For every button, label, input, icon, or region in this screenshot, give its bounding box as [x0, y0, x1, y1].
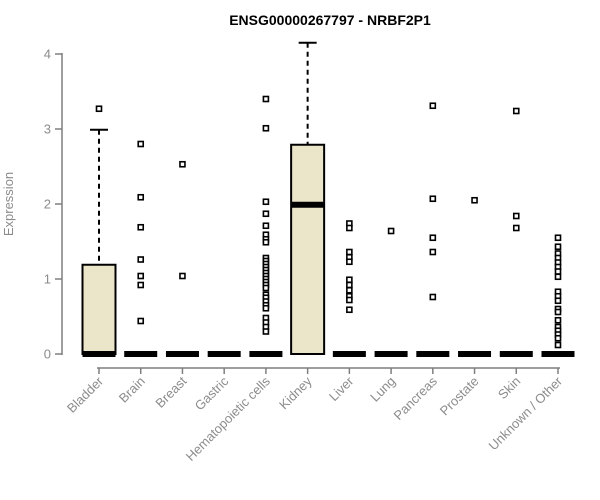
outlier-pancreas: [429, 234, 437, 242]
outlier-liver: [346, 306, 353, 314]
outlier-brain: [137, 272, 145, 280]
x-tick-label-breast: Breast: [152, 373, 189, 410]
y-tick-label: 4: [44, 47, 51, 62]
chart-title: ENSG00000267797 - NRBF2P1: [229, 12, 431, 28]
outlier-hematopoietic-cells: [262, 284, 270, 292]
outlier-brain: [137, 317, 145, 325]
outlier-pancreas: [429, 102, 437, 110]
outlier-liver: [346, 281, 353, 289]
median-unknown-other: [541, 351, 575, 357]
median-breast: [165, 351, 199, 357]
outlier-brain: [137, 193, 145, 201]
outlier-hematopoietic-cells: [262, 304, 270, 312]
x-tick-label-brain: Brain: [116, 374, 148, 406]
y-tick-label: 3: [44, 122, 51, 137]
x-tick-label-gastric: Gastric: [192, 373, 232, 413]
y-tick-label: 1: [44, 272, 51, 287]
outlier-unknown-other: [554, 297, 562, 305]
median-bladder: [82, 351, 116, 357]
outlier-pancreas: [429, 293, 437, 301]
median-liver: [332, 351, 366, 357]
median-gastric: [207, 351, 241, 357]
median-pancreas: [416, 351, 450, 357]
outlier-lung: [387, 227, 395, 235]
x-tick-label-skin: Skin: [495, 374, 523, 402]
outlier-unknown-other: [554, 316, 562, 324]
outlier-liver: [346, 224, 353, 232]
x-tick-label-kidney: Kidney: [276, 373, 315, 412]
y-tick-label: 0: [44, 347, 51, 362]
box-kidney: [290, 143, 326, 355]
outlier-breast: [179, 272, 186, 280]
outlier-liver: [346, 296, 353, 304]
x-tick-label-unknown-other: Unknown / Other: [486, 373, 566, 453]
outlier-unknown-other: [554, 308, 562, 316]
x-tick-label-lung: Lung: [367, 374, 398, 405]
outlier-liver: [346, 286, 353, 294]
outlier-hematopoietic-cells: [262, 328, 270, 335]
x-tick-label-bladder: Bladder: [64, 373, 107, 416]
median-prostate: [458, 351, 492, 357]
median-hematopoietic-cells: [249, 351, 283, 357]
outlier-hematopoietic-cells: [262, 198, 270, 206]
outlier-hematopoietic-cells: [262, 95, 270, 103]
x-tick-label-pancreas: Pancreas: [390, 373, 440, 423]
outlier-brain: [137, 223, 145, 231]
outlier-bladder: [95, 105, 103, 113]
outlier-hematopoietic-cells: [262, 238, 270, 246]
outlier-pancreas: [429, 195, 437, 203]
median-lung: [374, 351, 408, 357]
outlier-brain: [137, 281, 145, 289]
median-kidney: [291, 201, 325, 208]
outlier-skin: [512, 224, 520, 232]
x-tick-label-prostate: Prostate: [437, 374, 482, 419]
outlier-skin: [512, 212, 520, 220]
outlier-unknown-other: [554, 243, 562, 251]
box-bladder: [81, 263, 117, 355]
outlier-skin: [512, 107, 520, 115]
outlier-prostate: [471, 196, 478, 204]
outlier-unknown-other: [554, 234, 562, 242]
x-tick-label-liver: Liver: [326, 373, 357, 404]
median-skin: [499, 351, 533, 357]
outlier-unknown-other: [554, 334, 562, 342]
outlier-pancreas: [429, 248, 437, 256]
outlier-unknown-other: [554, 341, 562, 349]
outlier-unknown-other: [554, 268, 562, 275]
y-axis-label: Expression: [1, 172, 16, 236]
median-brain: [124, 351, 158, 357]
outlier-liver: [346, 276, 353, 284]
outlier-liver: [346, 258, 353, 266]
y-tick-label: 2: [44, 197, 51, 212]
outlier-brain: [137, 140, 145, 148]
outlier-brain: [137, 256, 145, 263]
outlier-breast: [179, 160, 186, 168]
outlier-hematopoietic-cells: [262, 210, 270, 218]
outlier-hematopoietic-cells: [262, 124, 270, 132]
outlier-liver: [346, 248, 353, 256]
outlier-hematopoietic-cells: [262, 222, 270, 230]
outlier-unknown-other: [554, 273, 562, 281]
